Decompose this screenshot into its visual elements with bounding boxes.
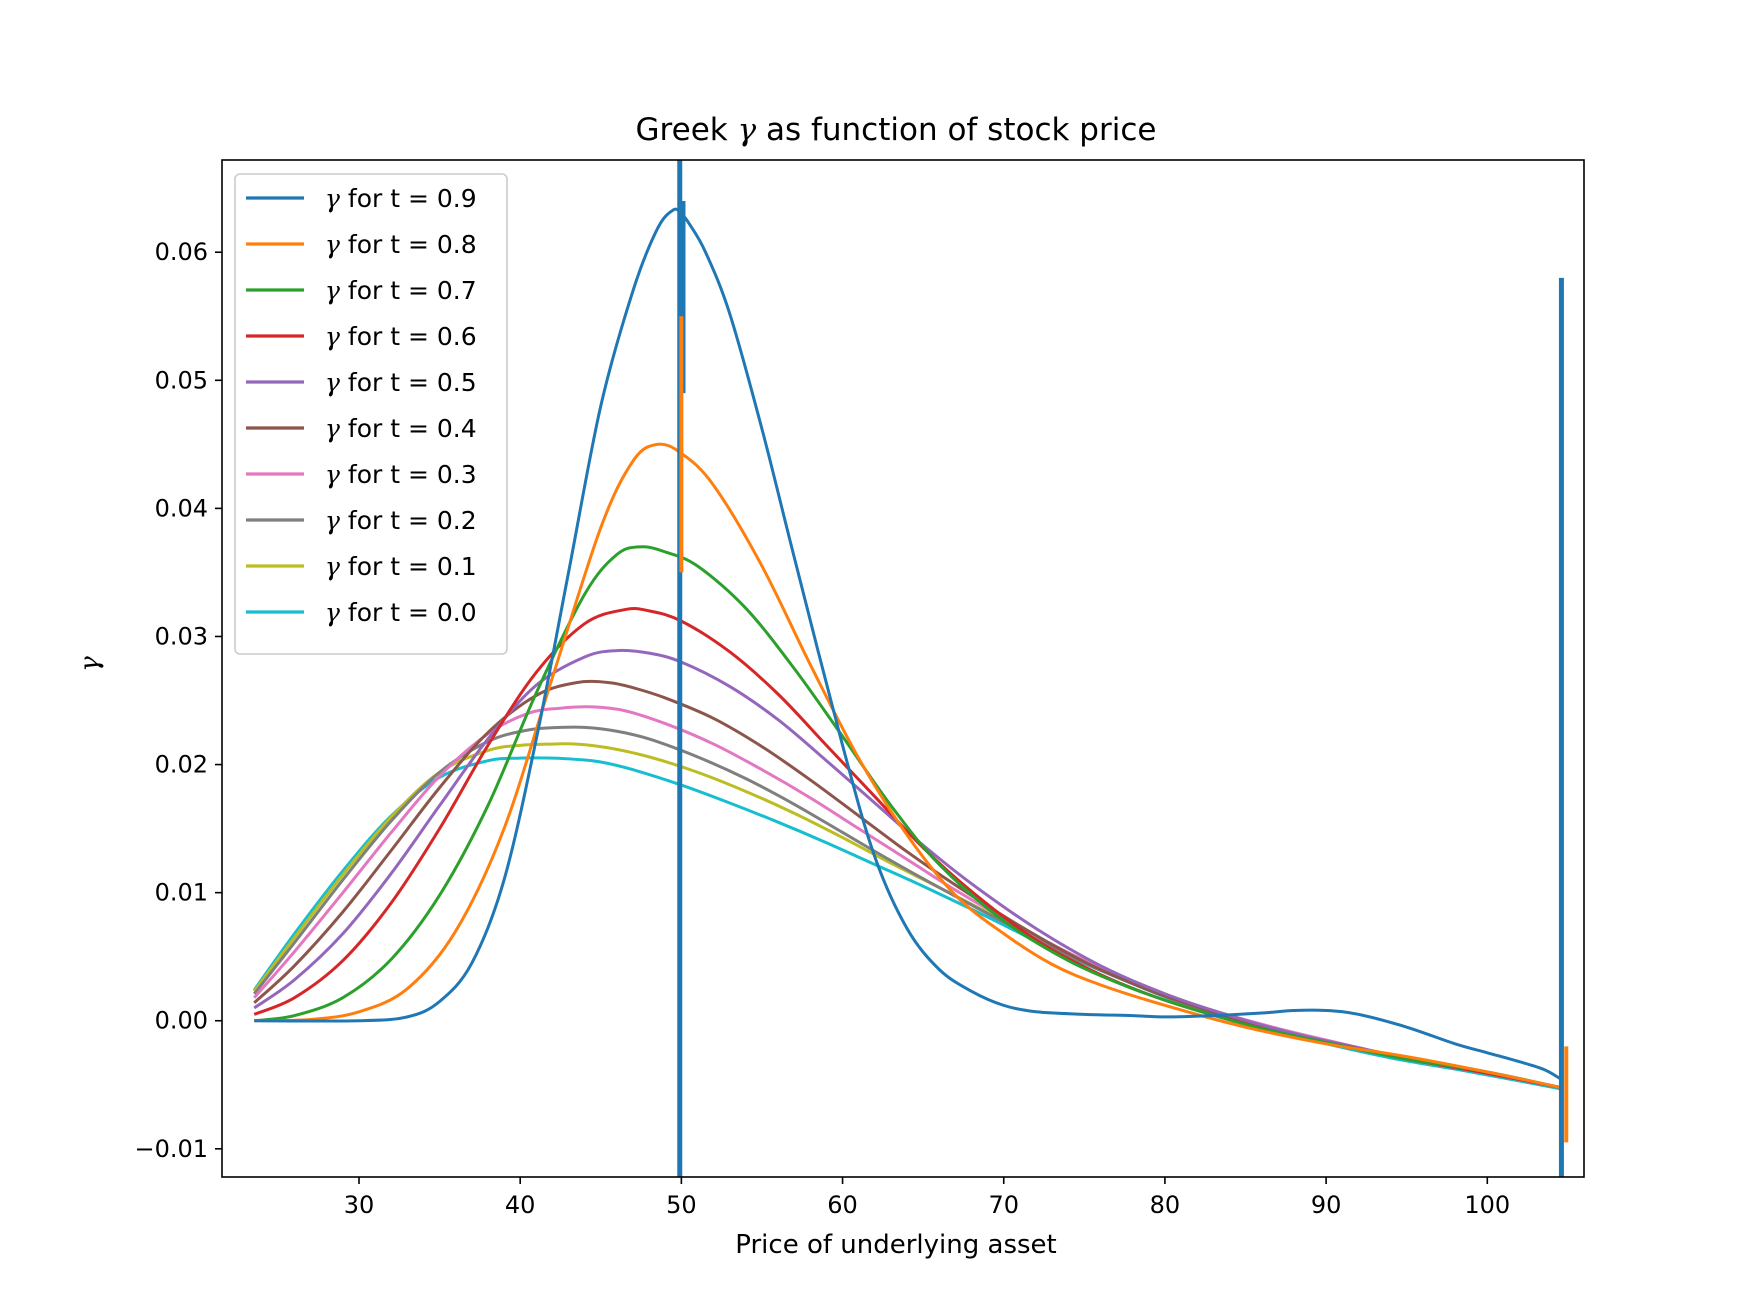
- legend: γ for t = 0.9 γ for t = 0.8 γ for t = 0.7 γ…: [234, 173, 508, 655]
- legend-label: γ for t = 0.5: [325, 368, 477, 397]
- legend-label: γ for t = 0.7: [325, 276, 477, 305]
- x-tick-label: 50: [666, 1191, 697, 1219]
- legend-label: γ for t = 0.2: [325, 506, 477, 535]
- x-tick-label: 100: [1464, 1191, 1510, 1219]
- legend-entry: γ for t = 0.7: [246, 276, 477, 305]
- x-tick-label: 70: [988, 1191, 1019, 1219]
- axes-layer: 30 40 50 60 70 80 90 100 −0.01 0.00 0.01 0.02 0.03 0.…: [134, 159, 1585, 1219]
- legend-label: γ for t = 0.4: [325, 414, 477, 443]
- legend-label: γ for t = 0.9: [325, 184, 477, 213]
- series-line-0-7: [254, 545, 1561, 1089]
- y-tick-label: 0.06: [155, 238, 208, 266]
- legend-label: γ for t = 0.3: [325, 460, 477, 489]
- series-line-0-3: [253, 705, 1561, 1089]
- x-tick-label: 80: [1150, 1191, 1181, 1219]
- legend-entry: γ for t = 0.1: [246, 552, 477, 581]
- series-line-0-5: [253, 648, 1561, 1089]
- legend-box: [234, 173, 508, 655]
- x-axis-title: Price of underlying asset: [735, 1230, 1056, 1260]
- series-line-0-9: [254, 207, 1561, 1080]
- legend-entry: γ for t = 0.4: [246, 414, 477, 443]
- legend-label: γ for t = 0.0: [325, 598, 477, 627]
- x-tick-label: 40: [505, 1191, 536, 1219]
- y-tick-label: 0.02: [155, 751, 208, 779]
- legend-label: γ for t = 0.6: [325, 322, 477, 351]
- legend-entry: γ for t = 0.6: [246, 322, 477, 351]
- plot-content: [253, 160, 1569, 1177]
- legend-label: γ for t = 0.8: [325, 230, 477, 259]
- y-tick-label: −0.01: [134, 1135, 208, 1163]
- legend-entry: γ for t = 0.2: [246, 506, 477, 535]
- y-tick-label: 0.03: [155, 622, 208, 650]
- legend-entry: γ for t = 0.8: [246, 230, 477, 259]
- x-tick-label: 30: [344, 1191, 375, 1219]
- series-line-0-4: [253, 679, 1561, 1089]
- chart-title: Greek γ as function of stock price: [636, 112, 1157, 148]
- series-line-0-8: [254, 442, 1561, 1089]
- x-tick-label: 60: [827, 1191, 858, 1219]
- y-tick-label: 0.00: [155, 1007, 208, 1035]
- y-tick-label: 0.04: [155, 494, 208, 522]
- legend-entry: γ for t = 0.5: [246, 368, 477, 397]
- legend-label: γ for t = 0.1: [325, 552, 477, 581]
- plot-frame: [221, 159, 1585, 1178]
- legend-entry: γ for t = 0.3: [246, 460, 477, 489]
- y-axis-title: γ: [75, 656, 105, 672]
- series-line-0-2: [253, 725, 1561, 1089]
- y-tick-label: 0.05: [155, 366, 208, 394]
- legend-entry: γ for t = 0.0: [246, 598, 477, 627]
- y-tick-label: 0.01: [155, 879, 208, 907]
- x-tick-label: 90: [1311, 1191, 1342, 1219]
- legend-entry: γ for t = 0.9: [246, 184, 477, 213]
- series-line-0-1: [253, 742, 1561, 1089]
- series-line-0-0: [253, 756, 1561, 1091]
